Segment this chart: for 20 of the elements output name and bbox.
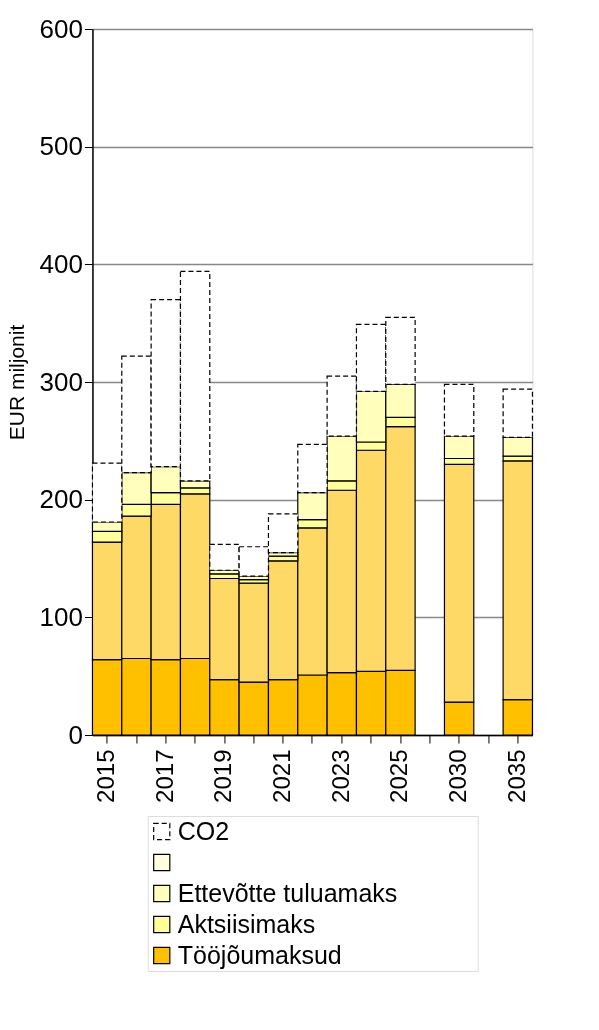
y-tick-label: 600 bbox=[39, 13, 83, 44]
x-tick-label: 2035 bbox=[502, 749, 530, 803]
y-tick-label: 0 bbox=[68, 719, 83, 750]
x-tick-label: 2015 bbox=[92, 749, 120, 803]
x-tick-label: 2017 bbox=[150, 749, 178, 803]
y-tick-label: 100 bbox=[39, 601, 83, 632]
y-tick-label: 400 bbox=[39, 248, 83, 279]
x-tick-label: 2019 bbox=[209, 749, 237, 803]
x-tick-label: 2025 bbox=[385, 749, 413, 803]
legend-label: Tööjõumaksud bbox=[177, 940, 342, 969]
legend-label: Aktsiisimaks bbox=[177, 909, 316, 938]
y-tick-label: 500 bbox=[39, 131, 83, 162]
y-tick-label: 200 bbox=[39, 484, 83, 515]
legend-label: CO2 bbox=[177, 816, 230, 845]
y-tick-label: 300 bbox=[39, 366, 83, 397]
x-tick-label: 2030 bbox=[444, 749, 472, 803]
x-tick-label: 2023 bbox=[326, 749, 354, 803]
y-axis-title: EUR miljonit bbox=[4, 324, 28, 441]
legend-label: Ettevõtte tuluamaks bbox=[177, 878, 398, 907]
x-tick-label: 2021 bbox=[268, 749, 296, 803]
